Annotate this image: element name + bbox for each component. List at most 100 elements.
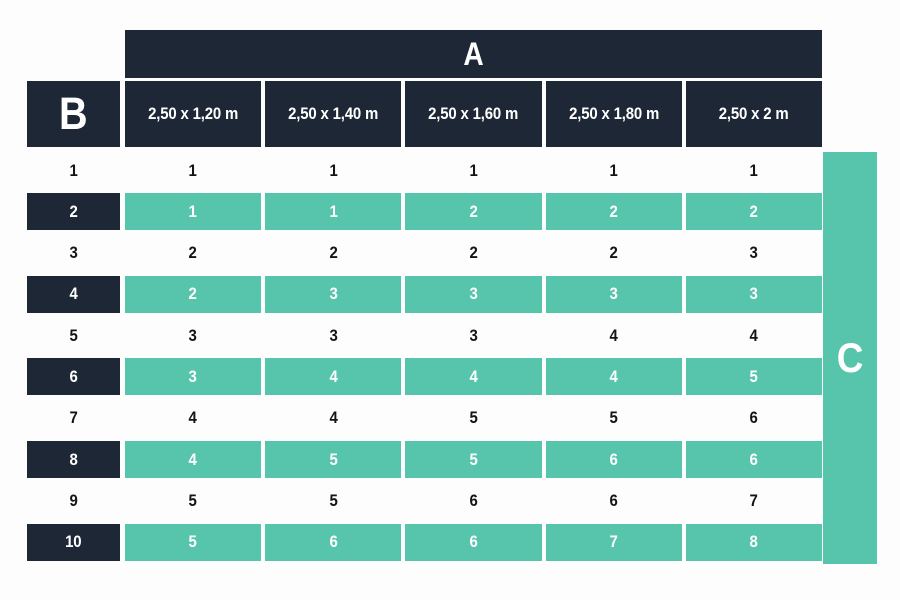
table-cell: 2 — [546, 235, 682, 272]
row-cells: 4 5 5 6 6 — [125, 441, 822, 479]
table-cell: 3 — [685, 275, 822, 313]
row-label-text: 8 — [69, 449, 78, 469]
table-cell-value: 3 — [329, 325, 338, 345]
table-row: 9 5 5 6 6 7 — [27, 482, 822, 519]
row-label-text: 10 — [65, 532, 82, 552]
table-cell-value: 3 — [749, 284, 758, 304]
table-cell: 1 — [125, 193, 262, 231]
table-cell-value: 6 — [749, 449, 758, 469]
table-cell: 6 — [545, 441, 682, 479]
row-label-text: 4 — [69, 284, 78, 304]
c-axis-label: C — [836, 334, 864, 381]
table-cell: 2 — [405, 193, 542, 231]
table-cell: 4 — [265, 358, 402, 396]
column-header: 2,50 x 1,20 m — [125, 81, 262, 147]
table-cell: 2 — [125, 235, 261, 272]
table-row: 6 3 4 4 4 5 — [27, 358, 822, 396]
row-label: 2 — [27, 193, 120, 231]
table-cell: 4 — [265, 400, 401, 437]
table-cell: 4 — [125, 441, 262, 479]
row-cells: 5 6 6 7 8 — [125, 523, 822, 561]
table-row: 5 3 3 3 4 4 — [27, 317, 822, 354]
row-label: 9 — [27, 482, 120, 519]
table-cell-value: 2 — [469, 243, 478, 263]
table-cell: 3 — [265, 317, 401, 354]
table-cell-value: 6 — [749, 408, 758, 428]
table-cell: 4 — [545, 358, 682, 396]
row-cells: 2 3 3 3 3 — [125, 275, 822, 313]
table-cell-value: 4 — [609, 366, 618, 386]
table-cell-value: 5 — [469, 408, 478, 428]
column-header-label: 2,50 x 1,40 m — [288, 104, 379, 123]
row-cells: 3 3 3 4 4 — [125, 317, 822, 354]
table-cell-value: 1 — [469, 160, 478, 180]
row-cells: 3 4 4 4 5 — [125, 358, 822, 396]
column-headers-row: 2,50 x 1,20 m 2,50 x 1,40 m 2,50 x 1,60 m 2… — [125, 81, 822, 147]
table-cell: 4 — [405, 358, 542, 396]
table-cell: 4 — [125, 400, 261, 437]
table-cell: 6 — [686, 400, 822, 437]
table-cell: 3 — [125, 358, 262, 396]
table-cell: 5 — [546, 400, 682, 437]
table-cell-value: 1 — [189, 160, 198, 180]
table-cell-value: 3 — [189, 325, 198, 345]
table-cell-value: 4 — [609, 325, 618, 345]
row-label-text: 1 — [69, 160, 78, 180]
row-label: 4 — [27, 275, 120, 313]
table-cell-value: 2 — [329, 243, 338, 263]
row-label-text: 5 — [69, 325, 78, 345]
column-header-label: 2,50 x 2 m — [718, 104, 789, 123]
row-label-text: 9 — [69, 490, 78, 510]
table-cell: 2 — [125, 275, 262, 313]
table-cell: 3 — [545, 275, 682, 313]
table-cell-value: 1 — [609, 160, 618, 180]
table-cell-value: 4 — [189, 449, 198, 469]
table-cell: 3 — [686, 235, 822, 272]
table-cell-value: 8 — [749, 532, 758, 552]
table-cell-value: 6 — [609, 449, 618, 469]
table-cell: 6 — [546, 482, 682, 519]
table-cell-value: 6 — [469, 490, 478, 510]
table-cell-value: 3 — [609, 284, 618, 304]
table-row: 4 2 3 3 3 3 — [27, 275, 822, 313]
column-header-label: 2,50 x 1,60 m — [428, 104, 519, 123]
table-cell-value: 3 — [749, 243, 758, 263]
table-cell-value: 2 — [189, 243, 198, 263]
table-cell: 7 — [686, 482, 822, 519]
row-label-text: 6 — [69, 366, 78, 386]
row-label-text: 7 — [69, 408, 78, 428]
table-cell: 5 — [265, 441, 402, 479]
table-row: 7 4 4 5 5 6 — [27, 400, 822, 437]
table-cell: 1 — [405, 152, 541, 189]
table-cell: 6 — [405, 523, 542, 561]
table-cell: 3 — [265, 275, 402, 313]
row-cells: 5 5 6 6 7 — [125, 482, 822, 519]
table-cell-value: 3 — [189, 366, 198, 386]
row-label: 10 — [27, 523, 120, 561]
table-row: 8 4 5 5 6 6 — [27, 441, 822, 479]
table-cell-value: 7 — [609, 532, 618, 552]
column-header-label: 2,50 x 1,80 m — [568, 104, 659, 123]
b-axis-header: B — [27, 81, 120, 147]
table-cell: 2 — [685, 193, 822, 231]
table-cell: 1 — [265, 152, 401, 189]
table-cell-value: 7 — [749, 490, 758, 510]
column-header-label: 2,50 x 1,20 m — [148, 104, 239, 123]
column-header: 2,50 x 1,80 m — [545, 81, 682, 147]
table-cell-value: 1 — [749, 160, 758, 180]
b-axis-label: B — [59, 88, 88, 139]
table-cell: 6 — [685, 441, 822, 479]
table-cell-value: 5 — [189, 532, 198, 552]
table-row: 10 5 6 6 7 8 — [27, 523, 822, 561]
table-cell-value: 2 — [189, 284, 198, 304]
column-header: 2,50 x 1,40 m — [265, 81, 402, 147]
row-label: 5 — [27, 317, 120, 354]
table-row: 3 2 2 2 2 3 — [27, 235, 822, 272]
table-cell: 5 — [125, 482, 261, 519]
table-cell: 1 — [546, 152, 682, 189]
table-cell-value: 2 — [609, 201, 618, 221]
table-cell-value: 5 — [329, 449, 338, 469]
c-axis-bar: C — [823, 152, 877, 564]
